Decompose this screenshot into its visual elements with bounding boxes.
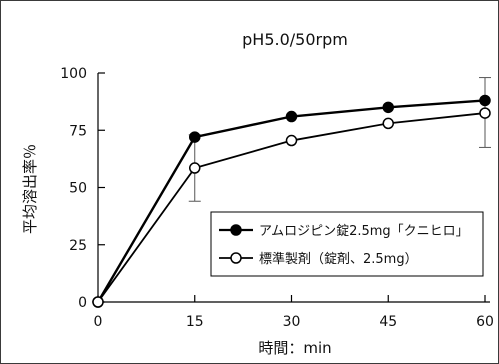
chart-title: pH5.0/50rpm <box>242 30 348 49</box>
series-1-point <box>189 131 201 143</box>
legend-label-series-2: 標準製剤（錠剤、2.5mg） <box>259 251 418 267</box>
legend: アムロジピン錠2.5mg「クニヒロ」 標準製剤（錠剤、2.5mg） <box>210 211 484 277</box>
y-tick-label: 100 <box>60 66 87 82</box>
y-tick-label: 75 <box>69 123 87 139</box>
x-tick-label: 0 <box>94 314 103 330</box>
x-tick-label: 60 <box>476 314 494 330</box>
y-axis-label: 平均溶出率％ <box>21 144 39 234</box>
y-tick-label: 0 <box>78 295 87 311</box>
legend-box <box>210 211 484 277</box>
series-2-point <box>92 296 104 308</box>
series-2-point <box>382 117 394 130</box>
y-tick-label: 25 <box>69 238 87 254</box>
series-2-point <box>285 134 298 147</box>
x-tick-label: 15 <box>186 314 204 330</box>
ticks: 0 25 50 75 100 0 15 30 45 60 <box>60 66 494 330</box>
series-1-point <box>479 94 491 107</box>
error-bars <box>188 77 491 202</box>
y-tick-label: 50 <box>69 181 87 197</box>
series-2-point <box>479 107 491 119</box>
x-tick-label: 45 <box>379 314 397 330</box>
legend-marker-series-1 <box>230 224 242 236</box>
x-axis-label: 時間：min <box>258 339 331 357</box>
series-1-point <box>285 110 298 123</box>
series-1-point <box>382 101 394 114</box>
x-tick-label: 30 <box>283 314 301 330</box>
data-points <box>92 94 491 308</box>
legend-marker-series-2 <box>230 252 242 264</box>
series-2-point <box>189 162 201 174</box>
legend-label-series-1: アムロジピン錠2.5mg「クニヒロ」 <box>259 224 469 239</box>
